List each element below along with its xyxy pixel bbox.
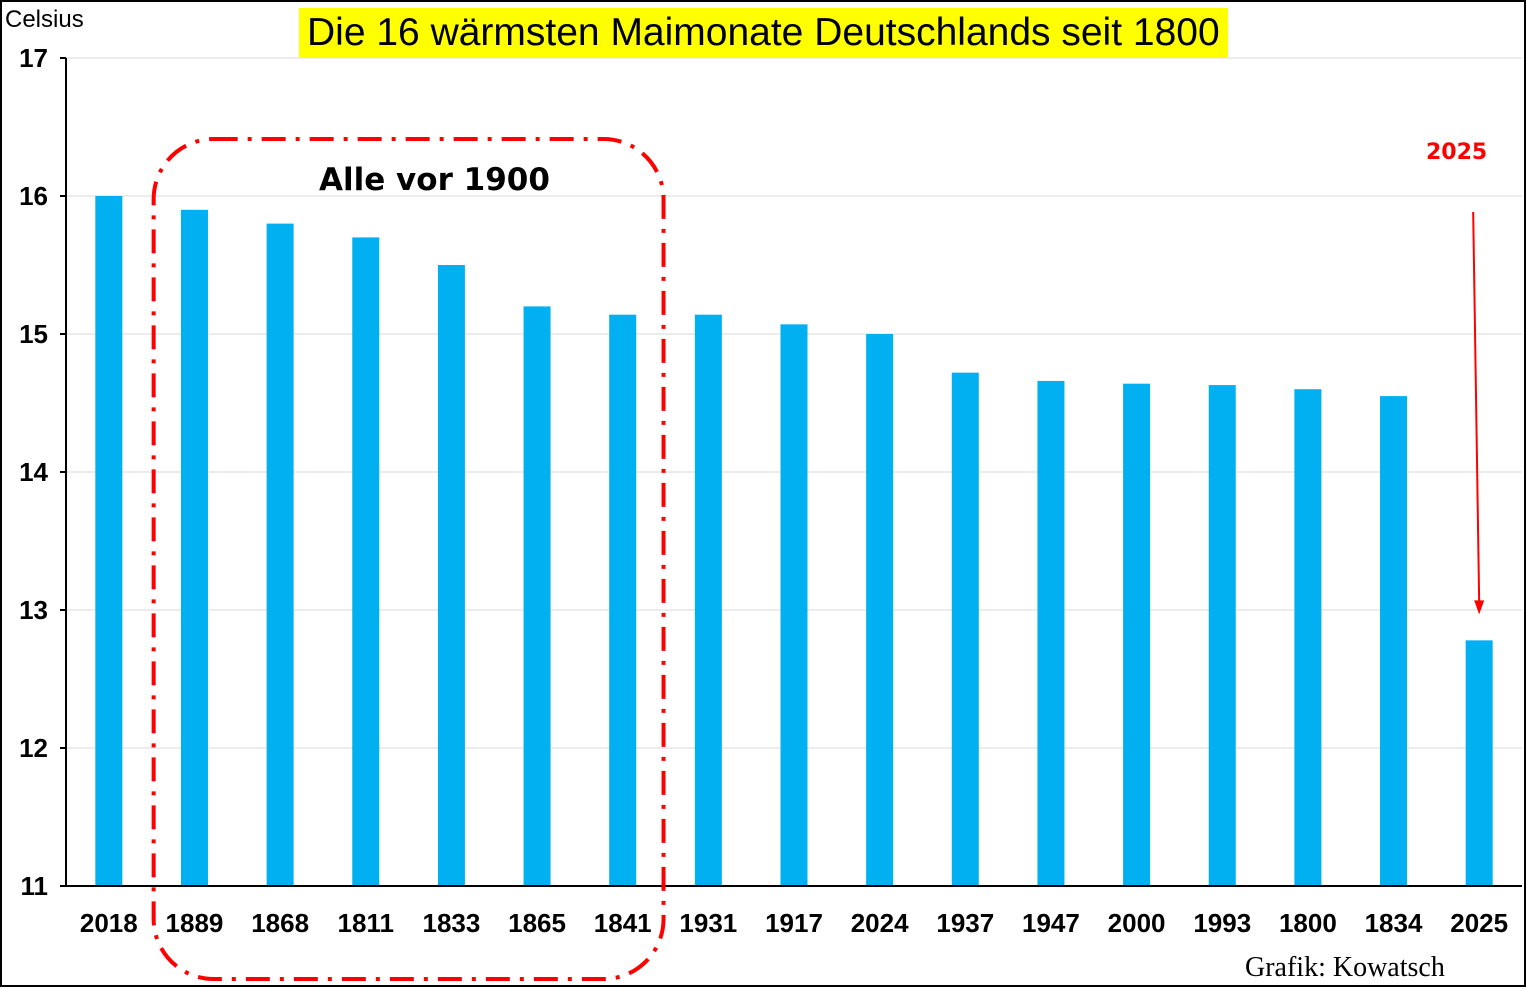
x-tick-label: 1800 (1279, 908, 1337, 938)
x-tick-label: 1931 (679, 908, 737, 938)
bar-1868 (266, 223, 294, 887)
bar-1937 (951, 372, 979, 886)
bar-1917 (780, 324, 808, 887)
bar-1993 (1208, 385, 1236, 886)
x-tick-label: 1834 (1365, 908, 1423, 938)
y-axis-unit-label: Celsius (5, 6, 84, 33)
axes (60, 57, 1522, 887)
x-tick-label: 1947 (1022, 908, 1080, 938)
x-tick-label: 1865 (508, 908, 566, 938)
arrow-label: 2025 (1426, 140, 1488, 165)
bar-1931 (694, 314, 722, 886)
x-tick-label: 2018 (80, 908, 138, 938)
x-tick-label: 1917 (765, 908, 823, 938)
bar-2018 (95, 196, 123, 886)
highlight-box (151, 137, 666, 981)
x-tick-label: 1937 (936, 908, 994, 938)
x-tick-label: 2000 (1108, 908, 1166, 938)
bars (95, 196, 1493, 887)
x-tick-labels: 2018 1889 1868 1811 1833 1865 1841 1931 1917 2024… (80, 908, 1508, 938)
x-tick-label: 1811 (338, 908, 394, 938)
bar-1811 (352, 237, 380, 886)
chart-title: Die 16 wärmsten Maimonate Deutschlands s… (299, 8, 1228, 58)
bar-2000 (1123, 383, 1151, 886)
highlight-label: Alle vor 1900 (319, 162, 550, 198)
annotations (151, 137, 1485, 981)
x-tick-label: 1833 (422, 908, 480, 938)
bar-2024 (866, 334, 894, 886)
y-tick-label: 16 (19, 181, 48, 211)
bar-1834 (1380, 396, 1408, 886)
arrow-head (1474, 600, 1485, 615)
x-tick-label: 2024 (851, 908, 909, 938)
bar-1800 (1294, 389, 1322, 886)
y-tick-label: 15 (19, 319, 48, 349)
bar-1865 (523, 306, 551, 886)
bar-1841 (609, 314, 637, 886)
y-tick-label: 11 (21, 871, 49, 901)
bar-1833 (437, 265, 465, 886)
arrow-line (1472, 211, 1481, 603)
x-tick-label: 2025 (1450, 908, 1508, 938)
y-tick-label: 13 (19, 595, 48, 625)
x-tick-label: 1841 (594, 908, 652, 938)
chart-credit: Grafik: Kowatsch (1245, 952, 1445, 983)
x-tick-label: 1993 (1193, 908, 1251, 938)
y-tick-label: 17 (19, 43, 48, 73)
x-tick-label: 1889 (166, 908, 224, 938)
bar-2025 (1465, 640, 1493, 886)
y-tick-label: 12 (19, 733, 48, 763)
y-tick-label: 14 (19, 457, 48, 487)
bar-1889 (180, 209, 208, 887)
x-tick-label: 1868 (251, 908, 309, 938)
y-tick-labels: 11 12 13 14 15 16 17 (19, 43, 48, 901)
bar-1947 (1037, 380, 1065, 886)
